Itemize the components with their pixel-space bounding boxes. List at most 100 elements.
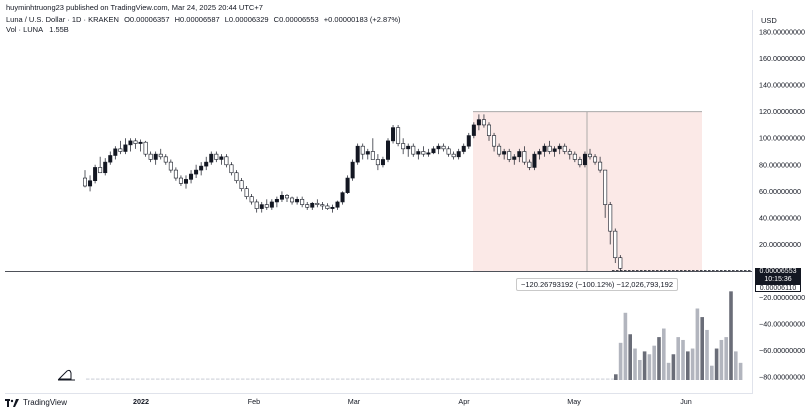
candle-body: [355, 145, 360, 163]
candle-body: [375, 159, 380, 166]
volume-bar: [261, 378, 265, 380]
candle-body: [279, 195, 284, 200]
y-tick-label: 20.00000000: [759, 240, 801, 249]
symbol-legend: Luna / U.S. Dollar · 1D · KRAKEN O0.0000…: [6, 15, 404, 24]
volume-bar: [386, 378, 390, 380]
volume-bar: [401, 378, 405, 380]
volume-bar: [456, 378, 460, 380]
volume-bar: [186, 378, 190, 380]
volume-bar: [196, 378, 200, 380]
volume-bar: [662, 328, 666, 380]
candle-body: [184, 179, 189, 184]
volume-bar: [266, 378, 270, 380]
candle-body: [229, 164, 234, 174]
candle-body: [507, 151, 512, 160]
candle-body: [365, 151, 370, 155]
candle-body: [93, 167, 98, 182]
candle-body: [219, 156, 224, 160]
volume-bar: [451, 378, 455, 380]
last-price-value: 0.00006553: [759, 268, 797, 275]
ruler-icon[interactable]: [57, 366, 77, 382]
ohlc-low: L0.00006329: [224, 15, 269, 24]
tradingview-logo-icon: [5, 398, 19, 407]
x-tick-label: Mar: [348, 397, 361, 406]
candle-body: [143, 141, 148, 155]
prev-price-tag: 0.00006110: [755, 284, 801, 292]
candle-body: [593, 156, 598, 163]
candle-body: [598, 161, 603, 171]
candle-body: [370, 151, 375, 160]
volume-bar: [481, 378, 485, 380]
candle-body: [199, 165, 204, 171]
candle-body: [497, 145, 502, 155]
candle-body: [244, 188, 249, 197]
volume-bar: [546, 378, 550, 380]
volume-bar: [486, 378, 490, 380]
candle-body: [527, 161, 532, 168]
volume-bar: [246, 378, 250, 380]
volume-bar: [461, 378, 465, 380]
volume-bar: [116, 378, 120, 380]
volume-bar: [166, 378, 170, 380]
measure-box: [473, 111, 702, 272]
candle-body: [406, 145, 411, 150]
candle-body: [295, 199, 300, 203]
candle-body: [264, 204, 269, 208]
candle-body: [481, 119, 486, 126]
volume-bar: [241, 378, 245, 380]
symbol-name[interactable]: Luna / U.S. Dollar · 1D · KRAKEN: [6, 15, 119, 24]
candle-body: [340, 192, 345, 203]
candle-body: [310, 202, 315, 208]
candle-body: [189, 173, 194, 180]
candle-body: [618, 257, 623, 269]
candle-body: [259, 204, 264, 209]
volume-bar: [111, 378, 115, 380]
volume-bar: [336, 378, 340, 380]
candle-body: [335, 201, 340, 208]
candle-body: [249, 196, 254, 203]
volume-bar: [146, 378, 150, 380]
candle-body: [567, 151, 572, 155]
volume-bar: [426, 378, 430, 380]
volume-bar: [201, 378, 205, 380]
candle-body: [168, 161, 173, 171]
candle-body: [269, 201, 274, 208]
volume-bar: [666, 362, 671, 380]
candle-body: [108, 155, 113, 163]
volume-bar: [642, 351, 647, 380]
candle-body: [209, 153, 214, 163]
x-tick-label: Jun: [680, 397, 692, 406]
volume-bar: [561, 378, 565, 380]
volume-bar: [341, 378, 345, 380]
volume-bar: [719, 339, 724, 380]
candle-body: [148, 153, 153, 160]
volume-bar: [121, 378, 125, 380]
volume-bar: [536, 378, 540, 380]
volume-bar: [346, 378, 350, 380]
volume-bar: [734, 351, 738, 380]
candle-body: [234, 172, 239, 182]
volume-bar: [705, 329, 709, 380]
y-tick-label: 100.00000000: [759, 134, 805, 143]
candle-body: [552, 148, 557, 152]
volume-bar: [151, 378, 155, 380]
currency-label[interactable]: USD: [761, 16, 777, 25]
publish-info: huyminhtruong23 published on TradingView…: [6, 3, 263, 12]
footer-brand[interactable]: TradingView: [5, 398, 67, 407]
candle-body: [113, 148, 118, 156]
volume-bar: [671, 354, 676, 380]
candle-body: [98, 167, 103, 174]
candle-body: [603, 169, 608, 205]
candle-body: [325, 205, 330, 209]
candle-body: [290, 197, 295, 203]
volume-bar: [331, 378, 335, 380]
candle-body: [426, 152, 431, 155]
volume-value: 1.55B: [49, 25, 69, 34]
volume-bar: [136, 378, 140, 380]
volume-bar: [96, 378, 100, 380]
candle-body: [239, 180, 244, 189]
x-tick-label: Apr: [458, 397, 470, 406]
candle-body: [320, 204, 325, 207]
volume-bar: [724, 337, 728, 380]
